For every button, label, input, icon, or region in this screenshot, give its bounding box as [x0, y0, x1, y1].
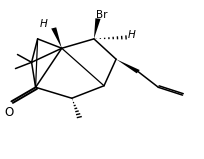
Text: H: H — [40, 19, 48, 29]
Polygon shape — [116, 59, 140, 73]
Polygon shape — [94, 18, 101, 39]
Polygon shape — [51, 27, 62, 48]
Text: O: O — [5, 106, 14, 119]
Text: H: H — [127, 30, 135, 40]
Text: Br: Br — [96, 10, 108, 20]
